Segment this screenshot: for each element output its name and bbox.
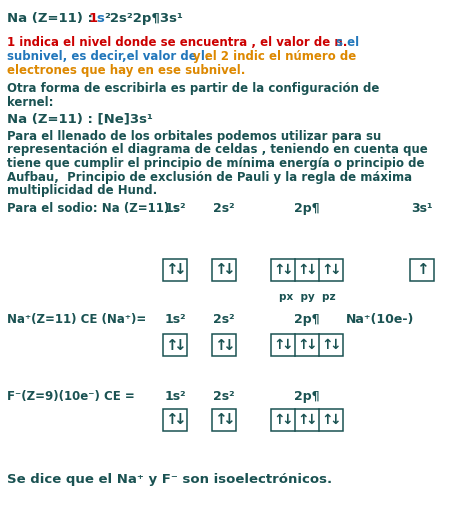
Text: subnivel, es decir,el valor de l.: subnivel, es decir,el valor de l. xyxy=(7,50,214,63)
Text: Na⁺(10e-): Na⁺(10e-) xyxy=(346,313,414,326)
Text: ↑: ↑ xyxy=(214,413,227,427)
Text: ↓: ↓ xyxy=(173,337,185,353)
Text: F⁻(Z=9)(10e⁻) CE =: F⁻(Z=9)(10e⁻) CE = xyxy=(7,390,135,403)
Text: ↑: ↑ xyxy=(297,413,309,427)
Text: Na (Z=11) : [Ne]3s¹: Na (Z=11) : [Ne]3s¹ xyxy=(7,112,153,125)
Text: 2s²: 2s² xyxy=(213,313,235,326)
Text: 1s²: 1s² xyxy=(164,313,186,326)
Text: ↑: ↑ xyxy=(164,413,177,427)
Bar xyxy=(271,334,343,356)
Text: ↓: ↓ xyxy=(281,413,293,427)
Text: ↓: ↓ xyxy=(281,263,293,277)
Text: Para el sodio: Na (Z=11) :: Para el sodio: Na (Z=11) : xyxy=(7,202,182,215)
Text: ↑: ↑ xyxy=(321,413,333,427)
Text: ↑: ↑ xyxy=(273,338,285,352)
Text: ↑: ↑ xyxy=(297,263,309,277)
Text: ↓: ↓ xyxy=(305,413,317,427)
Text: ↓: ↓ xyxy=(329,413,341,427)
Text: tiene que cumplir el principio de mínima energía o principio de: tiene que cumplir el principio de mínima… xyxy=(7,157,425,170)
Text: kernel:: kernel: xyxy=(7,96,54,109)
Text: ↑: ↑ xyxy=(273,413,285,427)
Text: Para el llenado de los orbitales podemos utilizar para su: Para el llenado de los orbitales podemos… xyxy=(7,130,381,143)
Text: ↑: ↑ xyxy=(164,337,177,353)
Text: ↑: ↑ xyxy=(297,338,309,352)
Text: Aufbau,  Principio de exclusión de Pauli y la regla de máxima: Aufbau, Principio de exclusión de Pauli … xyxy=(7,171,412,183)
Text: ↑: ↑ xyxy=(273,263,285,277)
Text: Na⁺(Z=11) CE (Na⁺)=: Na⁺(Z=11) CE (Na⁺)= xyxy=(7,313,146,326)
Text: 2p¶: 2p¶ xyxy=(294,202,320,215)
Text: y el 2 indic el número de: y el 2 indic el número de xyxy=(193,50,356,63)
Text: Se dice que el Na⁺ y F⁻ son isoelectrónicos.: Se dice que el Na⁺ y F⁻ son isoelectróni… xyxy=(7,473,332,486)
Text: ↑: ↑ xyxy=(321,338,333,352)
Bar xyxy=(271,409,343,431)
Bar xyxy=(212,259,236,281)
Text: ↓: ↓ xyxy=(222,413,234,427)
Text: 1 indica el nivel donde se encuentra , el valor de n.: 1 indica el nivel donde se encuentra , e… xyxy=(7,36,352,49)
Text: 1s²: 1s² xyxy=(164,202,186,215)
Bar xyxy=(410,259,434,281)
Text: ↓: ↓ xyxy=(329,263,341,277)
Text: ↑: ↑ xyxy=(214,262,227,278)
Text: Na (Z=11) :: Na (Z=11) : xyxy=(7,12,98,25)
Text: electrones que hay en ese subnivel.: electrones que hay en ese subnivel. xyxy=(7,64,246,77)
Text: Otra forma de escribirla es partir de la configuración de: Otra forma de escribirla es partir de la… xyxy=(7,82,379,95)
Text: 2s²: 2s² xyxy=(213,390,235,403)
Text: ↑: ↑ xyxy=(214,337,227,353)
Text: ↓: ↓ xyxy=(222,262,234,278)
Text: ↓: ↓ xyxy=(281,338,293,352)
Text: 2s²: 2s² xyxy=(213,202,235,215)
Bar xyxy=(163,334,187,356)
Text: representación el diagrama de celdas , teniendo en cuenta que: representación el diagrama de celdas , t… xyxy=(7,143,428,157)
Text: ↓: ↓ xyxy=(222,337,234,353)
Text: ↑: ↑ xyxy=(321,263,333,277)
Bar xyxy=(212,409,236,431)
Text: 3s¹: 3s¹ xyxy=(411,202,433,215)
Bar xyxy=(163,259,187,281)
Text: ²2s²2p¶3s¹: ²2s²2p¶3s¹ xyxy=(104,12,183,25)
Text: ↓: ↓ xyxy=(329,338,341,352)
Text: ↑: ↑ xyxy=(416,262,428,278)
Bar xyxy=(271,259,343,281)
Text: ↓: ↓ xyxy=(305,338,317,352)
Text: multiplicidad de Hund.: multiplicidad de Hund. xyxy=(7,184,157,197)
Text: 2p¶: 2p¶ xyxy=(294,390,320,403)
Bar xyxy=(163,409,187,431)
Text: ↓: ↓ xyxy=(305,263,317,277)
Text: px  py  pz: px py pz xyxy=(279,292,335,302)
Text: 1s²: 1s² xyxy=(164,390,186,403)
Text: 2p¶: 2p¶ xyxy=(294,313,320,326)
Text: s el: s el xyxy=(336,36,359,49)
Text: 1: 1 xyxy=(89,12,98,25)
Text: s: s xyxy=(96,12,104,25)
Bar xyxy=(212,334,236,356)
Text: ↓: ↓ xyxy=(173,262,185,278)
Text: ↓: ↓ xyxy=(173,413,185,427)
Text: ↑: ↑ xyxy=(164,262,177,278)
